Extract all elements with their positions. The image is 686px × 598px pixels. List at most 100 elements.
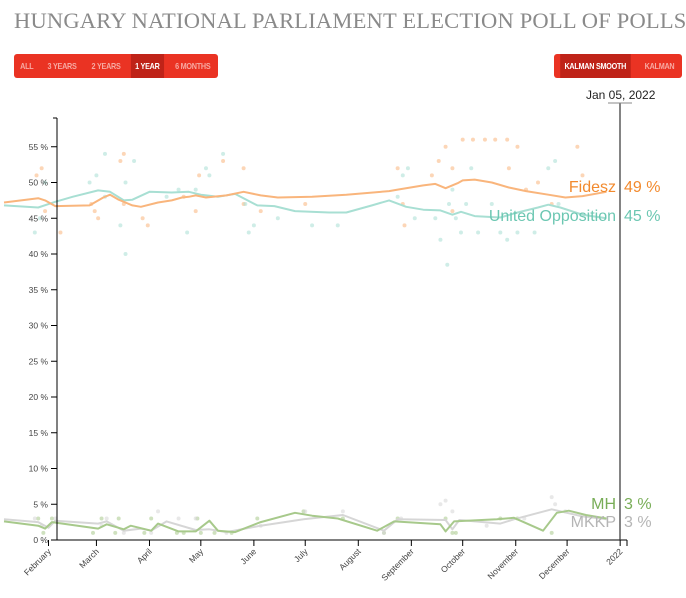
- series-label-fidesz: Fidesz: [569, 179, 616, 196]
- poll-point-fidesz: [436, 159, 441, 164]
- poll-point-united-opposition: [275, 216, 280, 221]
- range-3-years-button[interactable]: 3 YEARS: [47, 61, 77, 71]
- poll-point-mh: [49, 516, 54, 521]
- poll-point-mh: [36, 516, 41, 521]
- poll-point-mkkp: [340, 509, 345, 514]
- poll-point-fidesz: [145, 223, 150, 228]
- trend-line-united-opposition: [3, 189, 607, 220]
- poll-point-united-opposition: [546, 166, 551, 171]
- date-cursor: [608, 102, 632, 540]
- y-tick-label: 40 %: [29, 249, 49, 259]
- poll-point-united-opposition: [453, 216, 458, 221]
- poll-point-united-opposition: [193, 187, 198, 192]
- poll-point-mh: [198, 530, 203, 535]
- poll-point-united-opposition: [464, 201, 469, 206]
- poll-point-fidesz: [140, 216, 145, 221]
- y-tick-label: 30 %: [29, 321, 49, 331]
- poll-point-fidesz: [193, 209, 198, 214]
- poll-point-fidesz: [395, 166, 400, 171]
- poll-point-fidesz: [258, 209, 263, 214]
- poll-point-united-opposition: [87, 180, 92, 185]
- series-value-mh: 3 %: [624, 496, 652, 513]
- poll-point-fidesz: [429, 173, 434, 178]
- poll-point-mh: [91, 530, 95, 535]
- poll-point-united-opposition: [447, 201, 451, 206]
- poll-point-united-opposition: [118, 223, 123, 228]
- x-tick-label: May: [187, 546, 206, 565]
- range-2-years-button[interactable]: 2 YEARS: [91, 61, 121, 71]
- poll-point-mh: [255, 516, 260, 521]
- poll-point-united-opposition: [185, 230, 190, 235]
- poll-point-united-opposition: [164, 194, 169, 199]
- poll-point-mh: [113, 530, 118, 535]
- poll-point-united-opposition: [553, 159, 558, 164]
- poll-point-united-opposition: [243, 201, 248, 206]
- poll-point-united-opposition: [433, 216, 438, 221]
- poll-point-fidesz: [460, 137, 465, 142]
- poll-point-mkkp: [32, 516, 37, 521]
- poll-point-united-opposition: [221, 151, 226, 156]
- poll-point-united-opposition: [458, 230, 463, 235]
- poll-point-mh: [453, 530, 458, 535]
- y-tick-label: 50 %: [29, 178, 49, 188]
- poll-point-united-opposition: [246, 230, 251, 235]
- poll-point-united-opposition: [123, 180, 128, 185]
- poll-point-united-opposition: [445, 262, 450, 267]
- poll-point-mkkp: [121, 530, 126, 535]
- poll-point-fidesz: [34, 173, 39, 178]
- poll-point-united-opposition: [438, 237, 443, 242]
- series-label-mkkp: MKKP: [571, 514, 616, 531]
- poll-point-mh: [41, 530, 46, 535]
- range-all-button[interactable]: ALL: [20, 61, 34, 71]
- poll-point-united-opposition: [94, 173, 99, 178]
- x-tick-label: 2022: [604, 546, 625, 567]
- poll-point-united-opposition: [395, 194, 400, 199]
- poll-point-united-opposition: [251, 223, 256, 228]
- poll-point-mkkp: [443, 498, 448, 503]
- poll-point-fidesz: [443, 144, 448, 149]
- series-value-mkkp: 3 %: [624, 514, 652, 531]
- x-tick-label: April: [135, 546, 154, 565]
- kalman-smooth-button[interactable]: KALMAN SMOOTH: [560, 54, 631, 78]
- trend-lines-layer: [3, 178, 607, 534]
- poll-point-fidesz: [580, 173, 585, 178]
- x-tick-label: September: [379, 546, 416, 583]
- series-label-united-opposition: United Opposition: [489, 208, 616, 225]
- poll-points-layer: [32, 137, 585, 535]
- poll-point-fidesz: [515, 144, 520, 149]
- smoothing-method-selector: KALMAN SMOOTH KALMAN: [554, 54, 682, 78]
- poll-point-united-opposition: [102, 151, 107, 156]
- poll-point-fidesz: [96, 216, 101, 221]
- poll-point-fidesz: [197, 173, 202, 178]
- poll-point-united-opposition: [489, 201, 494, 206]
- poll-point-mkkp: [549, 495, 554, 500]
- poll-point-fidesz: [121, 151, 126, 156]
- range-1-year-button[interactable]: 1 YEAR: [130, 54, 164, 78]
- y-tick-label: 10 %: [29, 464, 49, 474]
- poll-point-united-opposition: [450, 187, 455, 192]
- poll-point-fidesz: [575, 144, 580, 149]
- poll-point-mkkp: [438, 502, 443, 507]
- poll-point-united-opposition: [400, 173, 405, 178]
- poll-point-united-opposition: [310, 223, 315, 228]
- poll-point-mkkp: [553, 502, 558, 507]
- poll-point-fidesz: [39, 166, 44, 171]
- poll-point-united-opposition: [469, 166, 474, 171]
- poll-point-united-opposition: [515, 230, 520, 235]
- x-tick-label: February: [22, 546, 54, 578]
- poll-point-mkkp: [381, 530, 386, 535]
- x-tick-label: November: [485, 546, 520, 581]
- poll-point-fidesz: [482, 137, 487, 142]
- poll-point-united-opposition: [32, 230, 37, 235]
- poll-point-united-opposition: [203, 166, 208, 171]
- kalman-button[interactable]: KALMAN: [644, 61, 675, 71]
- range-6-months-button[interactable]: 6 MONTHS: [174, 61, 211, 71]
- time-range-selector: ALL 3 YEARS 2 YEARS 1 YEAR 6 MONTHS: [14, 54, 219, 78]
- poll-point-fidesz: [493, 137, 498, 142]
- poll-point-mkkp: [176, 516, 181, 521]
- x-tick-label: December: [537, 546, 572, 581]
- poll-point-mkkp: [484, 523, 489, 528]
- poll-point-united-opposition: [405, 166, 410, 171]
- poll-point-mkkp: [193, 516, 198, 521]
